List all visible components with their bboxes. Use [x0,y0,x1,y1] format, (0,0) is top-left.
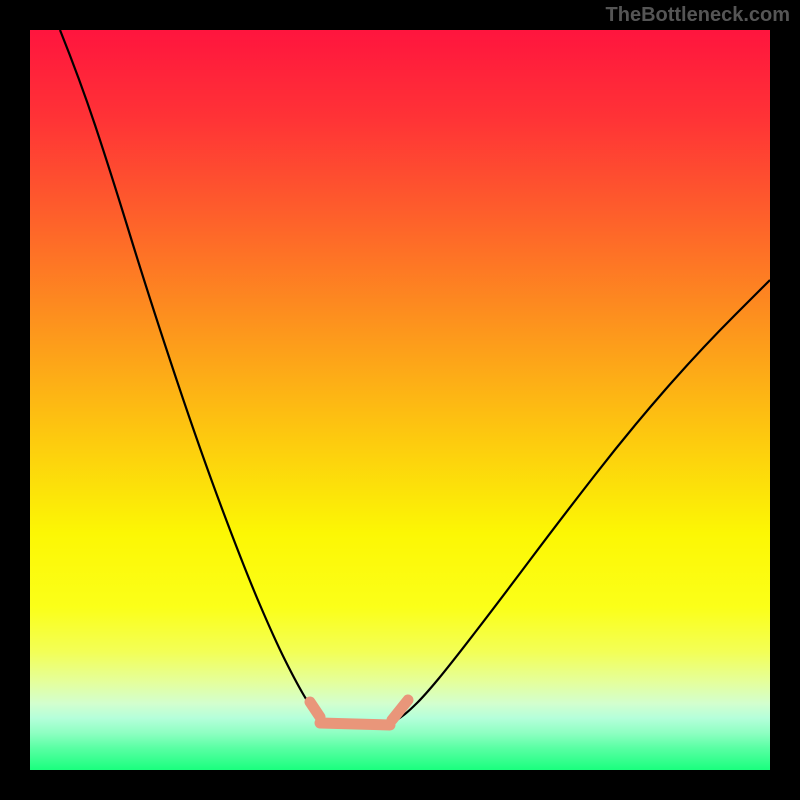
watermark-text: TheBottleneck.com [606,4,790,27]
chart-container: TheBottleneck.com [0,0,800,800]
gradient-background [30,30,770,770]
bottleneck-curve-chart [0,0,800,800]
